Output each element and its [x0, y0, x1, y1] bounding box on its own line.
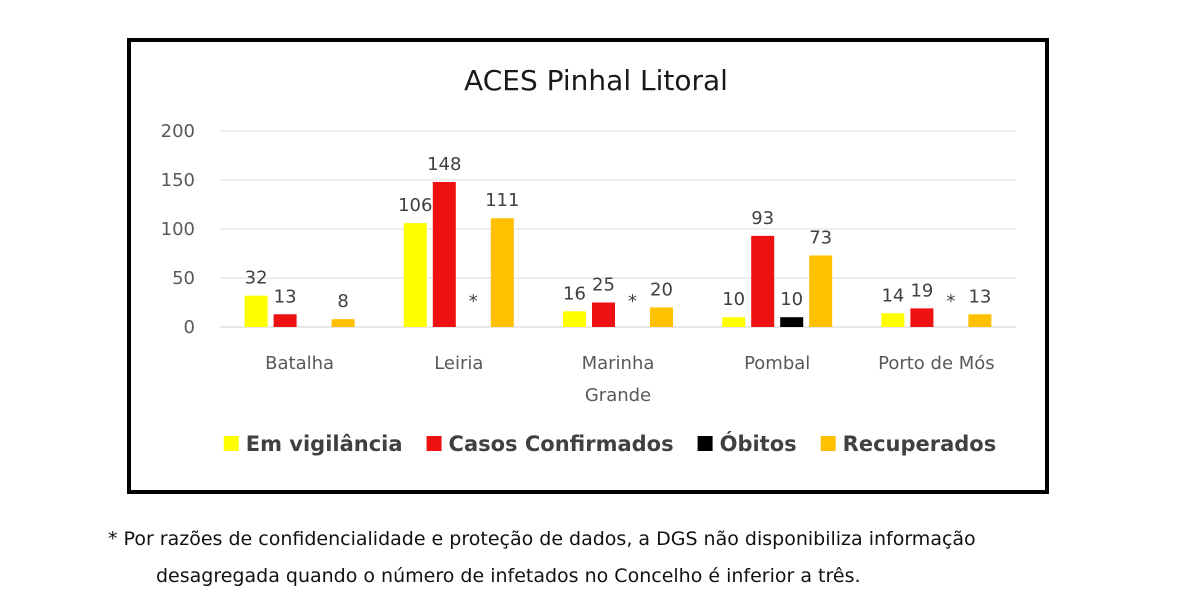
bar: [780, 317, 804, 327]
data-label: 16: [563, 283, 586, 304]
bar: [432, 181, 456, 327]
legend-swatch: [426, 436, 442, 451]
chart-title: ACES Pinhal Litoral: [464, 64, 728, 97]
x-category-label: Marinha: [582, 353, 655, 374]
bar: [809, 255, 833, 327]
bar: [968, 314, 992, 327]
chart-frame: ACES Pinhal Litoral 0 50 100 150 200 32 13 8 Bata…: [127, 38, 1049, 494]
bar: [273, 314, 297, 327]
bar: [881, 313, 905, 327]
data-label: 10: [722, 289, 745, 310]
y-tick-label: 100: [161, 219, 195, 240]
x-category-label: Batalha: [265, 353, 334, 374]
bar: [244, 295, 268, 327]
bar: [592, 302, 615, 327]
legend-swatch: [223, 436, 239, 451]
bar: [490, 218, 514, 327]
data-label: 19: [910, 280, 933, 301]
bar: [751, 235, 775, 327]
y-tick-label: 0: [184, 317, 195, 338]
data-label: 25: [592, 275, 615, 296]
legend-label: Óbitos: [720, 431, 797, 456]
y-tick-label: 50: [172, 268, 195, 289]
data-label: 111: [485, 190, 519, 211]
data-label: 8: [337, 291, 348, 312]
data-label: *: [469, 291, 478, 312]
bar-chart: ACES Pinhal Litoral 0 50 100 150 200 32 13 8 Bata…: [161, 64, 1016, 456]
x-category-label: Grande: [585, 385, 651, 406]
data-label: 13: [274, 286, 297, 307]
data-label: 32: [245, 268, 268, 289]
footnote-line-1: * Por razões de confidencialidade e prot…: [108, 528, 976, 550]
data-label: 106: [398, 195, 432, 216]
bar: [563, 311, 586, 327]
x-category-label: Porto de Mós: [878, 353, 995, 374]
legend-label: Em vigilância: [246, 432, 403, 456]
footnote-line-2: desagregada quando o número de infetados…: [156, 565, 861, 587]
legend-label: Recuperados: [843, 432, 997, 456]
bar: [403, 223, 427, 327]
bar: [910, 308, 934, 327]
data-label: 73: [809, 227, 832, 248]
data-label: 148: [427, 154, 461, 175]
data-label: 10: [780, 289, 803, 310]
data-label: 93: [751, 208, 774, 229]
bar: [650, 307, 673, 327]
data-label: *: [946, 291, 955, 312]
x-category-label: Leiria: [434, 353, 483, 374]
data-label: *: [628, 291, 637, 312]
legend-swatch: [820, 436, 836, 451]
legend-label: Casos Confirmados: [449, 432, 674, 456]
legend-swatch: [697, 436, 713, 451]
data-label: 14: [881, 285, 904, 306]
data-label: 20: [650, 279, 673, 300]
data-label: 13: [968, 286, 991, 307]
bar: [331, 319, 355, 327]
y-tick-label: 150: [161, 170, 195, 191]
bar: [722, 317, 746, 327]
x-category-label: Pombal: [744, 353, 810, 374]
y-tick-label: 200: [161, 121, 195, 142]
